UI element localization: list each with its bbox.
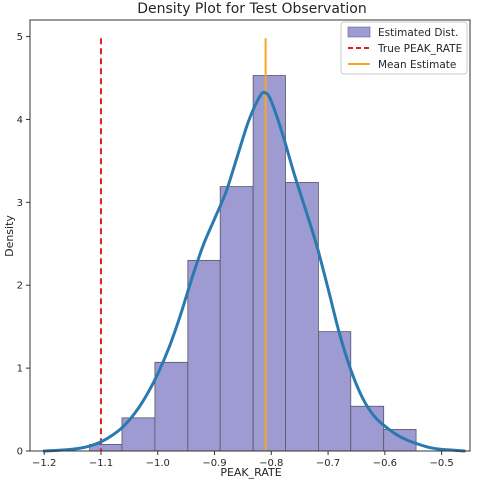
x-tick-label: −1.1 [89, 458, 113, 469]
y-axis-label: Density [3, 215, 16, 257]
histogram-bar [350, 405, 385, 452]
y-tick-label: 1 [17, 364, 23, 375]
y-tick-label: 2 [17, 281, 23, 292]
legend-label: True PEAK_RATE [377, 43, 462, 55]
legend-box [340, 21, 468, 75]
legend: Estimated Dist. True PEAK_RATE Mean Estima… [340, 21, 468, 75]
x-tick-label: −0.9 [202, 458, 226, 469]
kde-curve [42, 90, 466, 453]
plot-frame [29, 19, 471, 452]
x-tick-label: −0.7 [316, 458, 340, 469]
histogram-bars [89, 75, 417, 452]
legend-label: Mean Estimate [378, 59, 456, 71]
y-axis-ticks: 0 1 2 3 4 5 [17, 32, 30, 458]
histogram-bar [154, 361, 189, 452]
x-tick-label: −0.5 [429, 458, 453, 469]
y-tick-label: 4 [17, 115, 23, 126]
kde-line [42, 90, 466, 453]
histogram-bar [318, 331, 352, 452]
chart-title: Density Plot for Test Observation [137, 1, 366, 17]
histogram-bar [219, 186, 254, 452]
x-axis-ticks: −1.2 −1.1 −1.0 −0.9 −0.8 −0.7 −0.6 −0.5 [32, 451, 454, 469]
x-tick-label: −0.6 [373, 458, 397, 469]
x-tick-label: −0.8 [259, 458, 283, 469]
y-tick-label: 5 [17, 32, 23, 43]
x-axis-label: PEAK_RATE [220, 466, 281, 479]
y-tick-label: 3 [17, 198, 23, 209]
legend-swatch-histogram [347, 26, 371, 38]
legend-label: Estimated Dist. [378, 27, 458, 39]
x-tick-label: −1.2 [32, 458, 56, 469]
y-tick-label: 0 [17, 447, 23, 458]
x-tick-label: −1.0 [146, 458, 170, 469]
histogram-bar [285, 182, 319, 452]
reference-lines [99, 38, 267, 451]
histogram-bar [187, 259, 221, 452]
